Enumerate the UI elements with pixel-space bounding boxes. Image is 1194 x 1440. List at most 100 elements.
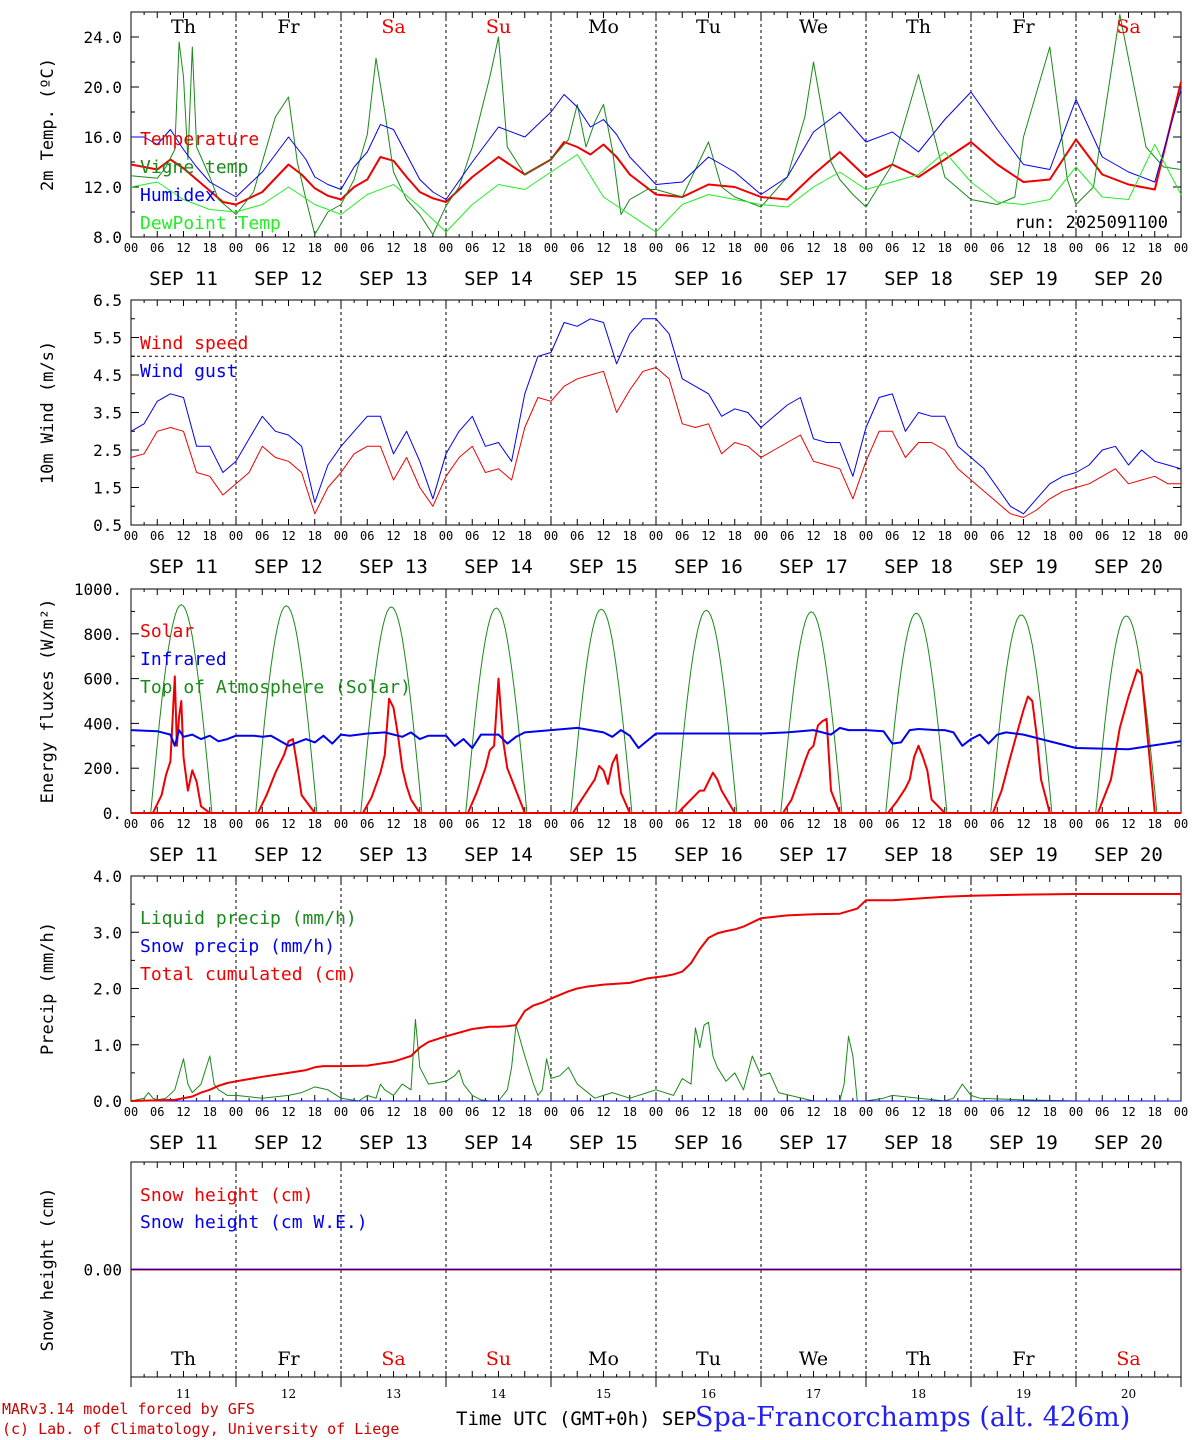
hour-tick-label: 06: [990, 817, 1004, 831]
hour-tick-label: 18: [1148, 241, 1162, 255]
hour-tick-label: 00: [544, 529, 558, 543]
y-tick-label: 0.0: [93, 1092, 122, 1111]
hour-tick-label: 00: [124, 817, 138, 831]
legend-entry: Wind speed: [140, 333, 248, 354]
date-label: SEP 13: [359, 844, 428, 866]
day-number-label: 15: [596, 1387, 611, 1401]
date-label: SEP 14: [464, 268, 533, 290]
legend-entry: Wind gust: [140, 361, 238, 382]
series-vigne-temp: [130, 14, 1182, 235]
hour-tick-label: 00: [964, 1105, 978, 1119]
hour-tick-label: 06: [1095, 817, 1109, 831]
weekday-label: Fr: [277, 16, 300, 38]
hour-tick-label: 06: [360, 241, 374, 255]
hour-tick-label: 00: [124, 529, 138, 543]
hour-tick-label: 12: [176, 817, 190, 831]
series-solar: [131, 668, 1181, 814]
hour-tick-label: 06: [675, 817, 689, 831]
weekday-label: Fr: [1012, 16, 1035, 38]
hour-tick-label: 06: [675, 529, 689, 543]
y-axis-label: 2m Temp. (ºC): [38, 58, 58, 191]
date-label: SEP 14: [464, 1132, 533, 1154]
date-label: SEP 11: [149, 556, 218, 578]
day-number-label: 13: [386, 1387, 401, 1401]
hour-tick-label: 12: [911, 817, 925, 831]
series-top-of-atmosphere: [255, 605, 318, 814]
date-label: SEP 19: [989, 1132, 1058, 1154]
hour-tick-label: 06: [1095, 529, 1109, 543]
date-label: SEP 20: [1094, 1132, 1163, 1154]
date-label: SEP 18: [884, 556, 953, 578]
y-tick-label: 1.0: [93, 1036, 122, 1055]
legend-entry: Total cumulated (cm): [140, 964, 357, 985]
hour-tick-label: 06: [465, 529, 479, 543]
date-label: SEP 17: [779, 844, 848, 866]
date-label: SEP 16: [674, 844, 743, 866]
weekday-label: Th: [906, 1348, 931, 1370]
hour-tick-label: 12: [491, 1105, 505, 1119]
credit-info: (c) Lab. of Climatology, University of L…: [2, 1420, 400, 1438]
y-tick-label: 4.5: [93, 366, 122, 385]
legend-entry: Snow height (cm W.E.): [140, 1212, 368, 1233]
panel-frame: [130, 11, 1182, 238]
date-label: SEP 17: [779, 268, 848, 290]
hour-tick-label: 12: [596, 817, 610, 831]
y-tick-label: 400.: [83, 714, 122, 733]
hour-tick-label: 18: [308, 1105, 322, 1119]
hour-tick-label: 00: [1069, 1105, 1083, 1119]
series-wind-gust: [130, 318, 1182, 515]
hour-tick-label: 00: [334, 1105, 348, 1119]
date-label: SEP 20: [1094, 556, 1163, 578]
series-total-cumulated-cm-: [130, 893, 1181, 1102]
date-label: SEP 12: [254, 1132, 323, 1154]
day-number-label: 20: [1121, 1387, 1136, 1401]
series-top-of-atmosphere: [150, 604, 213, 814]
hour-tick-label: 00: [1069, 241, 1083, 255]
hour-tick-label: 12: [701, 529, 715, 543]
hour-tick-label: 18: [938, 529, 952, 543]
series-dewpoint-temp: [130, 144, 1182, 233]
day-number-label: 12: [281, 1387, 296, 1401]
hour-tick-label: 06: [675, 241, 689, 255]
hour-tick-label: 06: [780, 817, 794, 831]
hour-tick-label: 00: [229, 817, 243, 831]
hour-tick-label: 12: [491, 529, 505, 543]
hour-tick-label: 00: [1069, 529, 1083, 543]
day-number-label: 18: [911, 1387, 926, 1401]
legend-entry: Humidex: [140, 185, 216, 206]
series-temperature: [130, 81, 1182, 206]
weekday-label: Su: [486, 16, 511, 38]
hour-tick-label: 00: [754, 241, 768, 255]
hour-tick-label: 18: [203, 1105, 217, 1119]
hour-tick-label: 00: [754, 1105, 768, 1119]
hour-tick-label: 18: [1148, 529, 1162, 543]
hour-tick-label: 06: [360, 817, 374, 831]
hour-tick-label: 06: [570, 529, 584, 543]
hour-tick-label: 12: [1121, 241, 1135, 255]
y-tick-label: 3.5: [93, 404, 122, 423]
day-number-label: 11: [176, 1387, 191, 1401]
hour-tick-label: 06: [150, 817, 164, 831]
hour-tick-label: 00: [1174, 241, 1188, 255]
hour-tick-label: 12: [386, 529, 400, 543]
date-label: SEP 11: [149, 1132, 218, 1154]
y-tick-label: 20.0: [83, 78, 122, 97]
series-top-of-atmosphere: [360, 606, 423, 814]
hour-tick-label: 18: [623, 241, 637, 255]
hour-tick-label: 00: [1174, 1105, 1188, 1119]
date-label: SEP 16: [674, 268, 743, 290]
y-tick-label: 200.: [83, 759, 122, 778]
hour-tick-label: 06: [885, 817, 899, 831]
legend-entry: Solar: [140, 621, 194, 642]
date-label: SEP 15: [569, 268, 638, 290]
hour-tick-label: 12: [1016, 817, 1030, 831]
legend-entry: Top of Atmosphere (Solar): [140, 677, 411, 698]
hour-tick-label: 00: [544, 241, 558, 255]
hour-tick-label: 12: [1121, 529, 1135, 543]
hour-tick-label: 18: [203, 817, 217, 831]
hour-tick-label: 18: [308, 817, 322, 831]
y-tick-label: 3.0: [93, 923, 122, 942]
weekday-label: We: [799, 16, 828, 38]
hour-tick-label: 12: [386, 241, 400, 255]
station-title: Spa-Francorchamps (alt. 426m): [695, 1402, 1131, 1433]
